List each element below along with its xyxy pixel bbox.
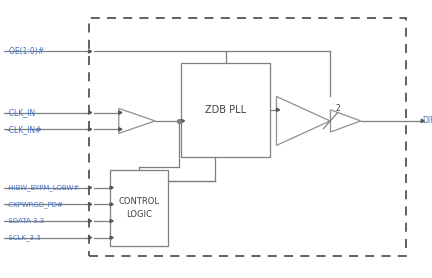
Text: -SDATA 3.3: -SDATA 3.3 bbox=[6, 218, 45, 224]
Polygon shape bbox=[89, 203, 92, 206]
Bar bbox=[181, 63, 270, 157]
Text: CONTROL
LOGIC: CONTROL LOGIC bbox=[119, 197, 160, 219]
Polygon shape bbox=[181, 119, 184, 123]
Text: -CLK_IN: -CLK_IN bbox=[6, 108, 35, 117]
Bar bbox=[89, 18, 406, 256]
Polygon shape bbox=[119, 111, 122, 114]
Polygon shape bbox=[89, 219, 92, 223]
Polygon shape bbox=[421, 119, 424, 123]
Text: -CKPWRGD_PD#: -CKPWRGD_PD# bbox=[6, 201, 64, 208]
Polygon shape bbox=[276, 108, 280, 111]
Polygon shape bbox=[89, 50, 92, 53]
Polygon shape bbox=[110, 236, 113, 239]
Text: -OE(1:0)#: -OE(1:0)# bbox=[6, 47, 44, 56]
Polygon shape bbox=[89, 128, 92, 131]
Polygon shape bbox=[110, 203, 113, 206]
Polygon shape bbox=[119, 128, 122, 131]
Polygon shape bbox=[110, 219, 113, 223]
Text: -CLK_IN#: -CLK_IN# bbox=[6, 125, 42, 134]
Text: -HIBW_BYPM_LOBW#: -HIBW_BYPM_LOBW# bbox=[6, 184, 79, 191]
Bar bbox=[110, 170, 168, 246]
Polygon shape bbox=[110, 186, 113, 189]
Text: DIF(1:0): DIF(1:0) bbox=[422, 116, 432, 125]
Text: 2: 2 bbox=[335, 104, 340, 113]
Polygon shape bbox=[89, 236, 92, 239]
Text: ZDB PLL: ZDB PLL bbox=[205, 105, 246, 115]
Polygon shape bbox=[89, 186, 92, 189]
Polygon shape bbox=[89, 111, 92, 114]
Text: -SCLK_3.3: -SCLK_3.3 bbox=[6, 234, 41, 241]
